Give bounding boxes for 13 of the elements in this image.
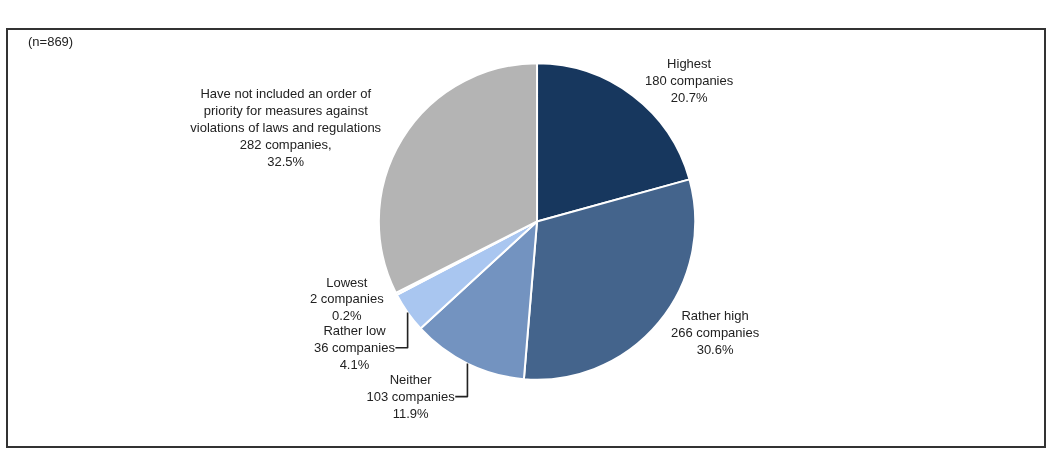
slice-label: Have not included an order of priority for measures against violations of laws and regulations (190, 85, 382, 135)
slice-label: Rather high (681, 308, 749, 323)
data-label: 36 companies 4.1% (313, 340, 396, 373)
text: (n=869) (28, 34, 74, 49)
data-label: 180 companies 20.7% (645, 72, 734, 105)
data-label: 2 companies 0.2% (309, 291, 385, 324)
slice-label: Lowest (326, 274, 368, 290)
slice-label: Highest (667, 55, 712, 71)
data-label: 103 companies 11.9% (366, 389, 456, 421)
slice-label: Neither (389, 372, 433, 388)
data-label: 282 companies, 32.5% (239, 136, 332, 169)
data-label: 266 companies 30.6% (671, 324, 760, 357)
slice-label: Rather low (323, 323, 387, 339)
